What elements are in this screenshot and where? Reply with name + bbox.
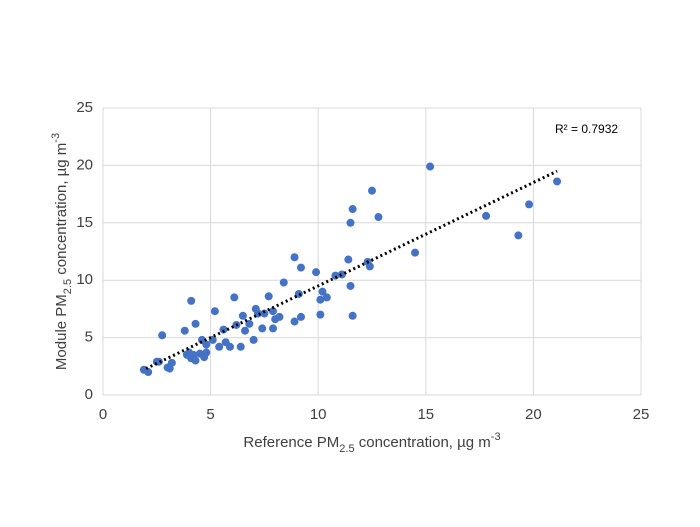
point	[180, 326, 189, 335]
point	[269, 324, 278, 333]
label-part: -3	[491, 431, 501, 443]
label-part: concentration, µg m	[355, 434, 491, 451]
y-axis-label: Module PM2.5 concentration, µg m-3	[50, 133, 74, 370]
point	[525, 200, 534, 209]
point	[269, 307, 278, 316]
point	[275, 312, 284, 321]
point	[202, 340, 211, 349]
point	[264, 292, 273, 301]
point	[236, 342, 245, 351]
point	[368, 186, 376, 195]
point	[346, 218, 355, 227]
point	[191, 319, 200, 328]
point	[426, 162, 435, 171]
point	[230, 293, 239, 302]
point	[225, 342, 234, 351]
point	[219, 325, 228, 334]
point	[241, 326, 250, 335]
point	[348, 311, 357, 320]
point	[258, 324, 267, 333]
point	[210, 307, 219, 316]
point	[348, 205, 357, 214]
point	[312, 268, 321, 277]
point	[514, 231, 523, 240]
point	[279, 278, 288, 287]
point	[187, 296, 196, 305]
label-part: -3	[50, 133, 62, 143]
point	[365, 262, 374, 271]
point	[245, 319, 254, 328]
label-part: 2.5	[62, 279, 74, 294]
y-tick-label: 25	[76, 99, 93, 116]
point	[167, 358, 176, 367]
point	[482, 211, 491, 220]
point	[296, 312, 305, 321]
point	[249, 335, 258, 344]
point	[191, 356, 200, 365]
x-tick-label: 25	[633, 406, 650, 423]
x-tick-label: 10	[310, 406, 327, 423]
point	[322, 293, 331, 302]
point	[411, 248, 420, 257]
point	[374, 213, 383, 222]
point	[318, 287, 327, 296]
point	[290, 253, 299, 262]
annotation: R² = 0.7932	[555, 122, 618, 136]
x-tick-label: 5	[206, 406, 214, 423]
y-tick-label: 5	[85, 329, 93, 346]
point	[346, 281, 355, 290]
point	[290, 317, 299, 326]
y-tick-label: 20	[76, 156, 93, 173]
y-tick-label: 15	[76, 214, 93, 231]
point	[158, 331, 167, 340]
point	[296, 263, 305, 272]
label-part: 2.5	[339, 443, 354, 455]
point	[337, 270, 346, 279]
point	[316, 310, 325, 319]
y-tick-label: 10	[76, 271, 93, 288]
trendline	[145, 169, 558, 370]
point	[260, 309, 269, 318]
point	[553, 177, 562, 186]
x-tick-label: 20	[525, 406, 542, 423]
y-tick-label: 0	[85, 386, 93, 403]
point	[238, 311, 247, 320]
label-part: Reference PM	[243, 434, 339, 451]
point	[344, 255, 353, 264]
point	[202, 348, 211, 357]
x-tick-label: 15	[417, 406, 434, 423]
x-tick-label: 0	[99, 406, 107, 423]
point	[215, 342, 224, 351]
label-part: concentration, µg m	[53, 143, 70, 279]
label-part: Module PM	[53, 294, 70, 370]
point	[316, 295, 325, 304]
point	[144, 368, 153, 377]
x-axis-label: Reference PM2.5 concentration, µg m-3	[243, 431, 500, 455]
